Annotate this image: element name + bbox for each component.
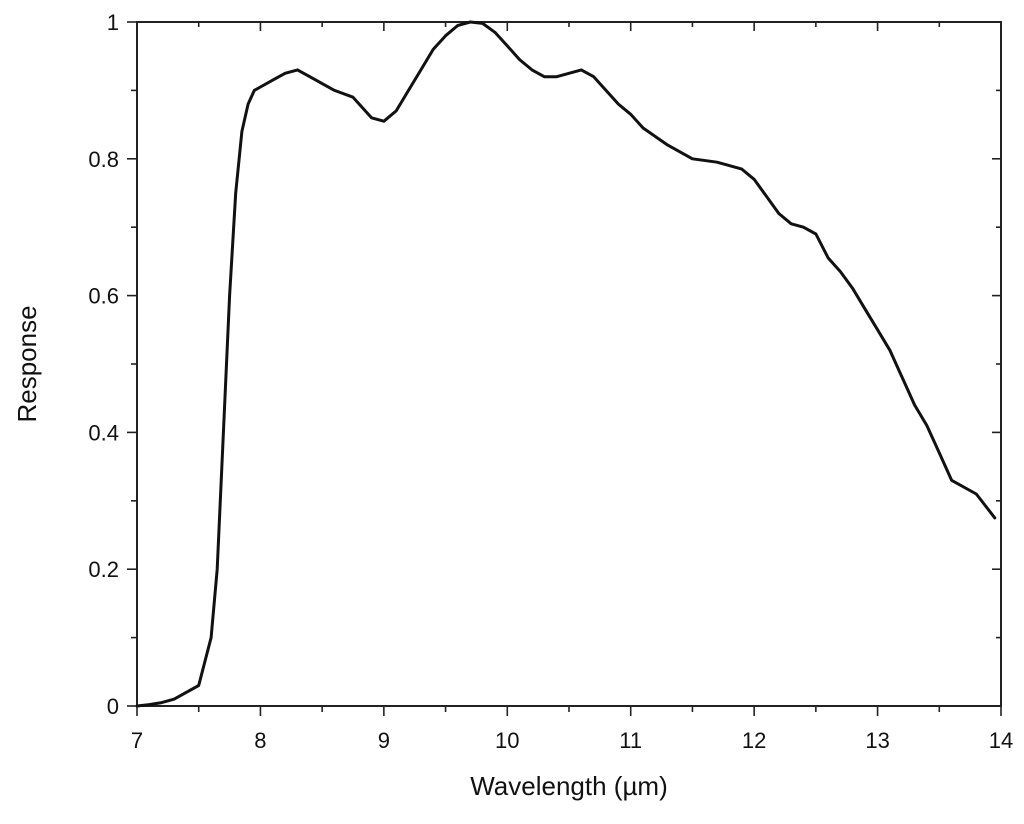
y-tick-label: 0 xyxy=(107,694,119,719)
x-tick-label: 8 xyxy=(254,728,266,753)
response-curve xyxy=(135,20,997,708)
y-tick-label: 0.8 xyxy=(88,147,119,172)
y-axis-tick-labels: 0 0.2 0.4 0.6 0.8 1 xyxy=(88,10,119,719)
x-tick-label: 10 xyxy=(495,728,519,753)
x-tick-label: 7 xyxy=(131,728,143,753)
plot-frame xyxy=(136,21,1002,707)
x-tick-label: 11 xyxy=(619,728,642,753)
x-axis-tick-labels: 7 8 9 10 11 12 13 14 xyxy=(131,728,1013,753)
x-axis-ticks xyxy=(136,22,1002,716)
y-axis-title: Response xyxy=(12,305,42,422)
x-axis-title: Wavelength (µm) xyxy=(470,771,668,801)
y-tick-label: 1 xyxy=(107,10,119,35)
y-tick-label: 0.2 xyxy=(88,557,119,582)
x-tick-label: 14 xyxy=(989,728,1013,753)
x-tick-label: 13 xyxy=(865,728,889,753)
y-tick-label: 0.6 xyxy=(88,284,119,309)
x-tick-label: 9 xyxy=(378,728,390,753)
x-tick-label: 12 xyxy=(742,728,766,753)
y-axis-ticks xyxy=(127,21,1001,707)
y-tick-label: 0.4 xyxy=(88,420,119,445)
